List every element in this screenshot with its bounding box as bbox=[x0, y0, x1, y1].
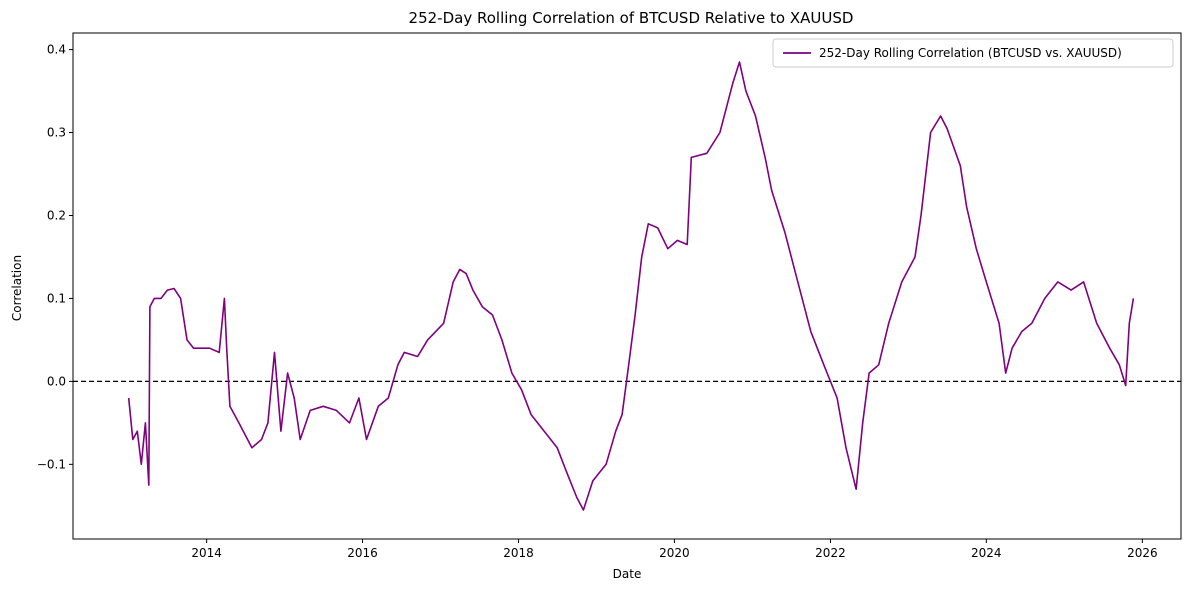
x-tick-label: 2014 bbox=[191, 546, 222, 560]
chart-title: 252-Day Rolling Correlation of BTCUSD Re… bbox=[409, 9, 854, 27]
x-tick-label: 2024 bbox=[971, 546, 1002, 560]
legend-box bbox=[772, 38, 1174, 68]
legend: 252-Day Rolling Correlation (BTCUSD vs. … bbox=[772, 38, 1174, 68]
y-axis-label: Correlation bbox=[10, 255, 24, 321]
x-tick-label: 2022 bbox=[815, 546, 846, 560]
y-tick-label: 0.4 bbox=[47, 43, 66, 57]
x-tick-label: 2018 bbox=[503, 546, 534, 560]
plot-area bbox=[72, 32, 1182, 540]
axis-ticks: 2014 2016 2018 2020 2022 2024 2026 −0.1 0.0 0.1 0.… bbox=[37, 43, 1158, 560]
axes-frame bbox=[72, 32, 1182, 540]
y-tick-label: 0.1 bbox=[47, 291, 66, 305]
x-axis-label: Date bbox=[613, 567, 642, 581]
legend-entry-label: 252-Day Rolling Correlation (BTCUSD vs. … bbox=[819, 46, 1122, 60]
y-tick-label: 0.2 bbox=[47, 208, 66, 222]
y-tick-label: −0.1 bbox=[37, 457, 66, 471]
x-tick-label: 2026 bbox=[1127, 546, 1158, 560]
y-tick-label: 0.3 bbox=[47, 126, 66, 140]
series-line-0 bbox=[127, 61, 1135, 511]
x-tick-label: 2020 bbox=[659, 546, 690, 560]
x-tick-label: 2016 bbox=[347, 546, 378, 560]
y-tick-label: 0.0 bbox=[47, 374, 66, 388]
